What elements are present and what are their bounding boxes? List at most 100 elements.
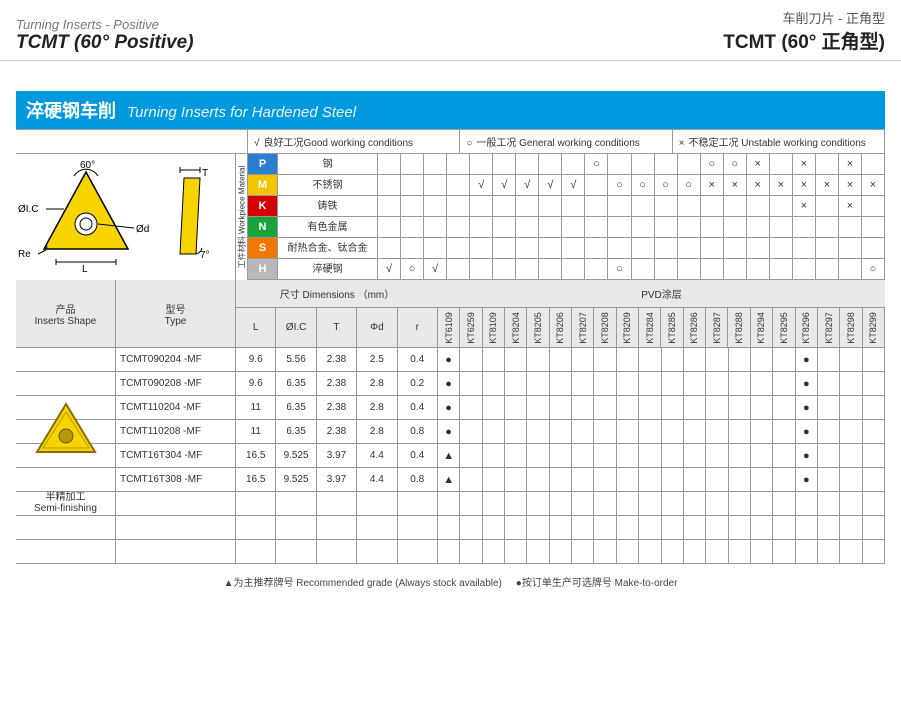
- grade-cell: ●: [438, 420, 460, 443]
- grade-cell: [863, 372, 885, 395]
- grade-cell: [751, 420, 773, 443]
- grade-cell: [550, 468, 572, 491]
- grade-cell: [505, 348, 527, 371]
- material-cell: [701, 196, 724, 216]
- material-cell: [655, 259, 678, 279]
- material-cell: [539, 259, 562, 279]
- material-cell: [516, 154, 539, 174]
- grade-cell: [483, 468, 505, 491]
- dim-cell: [276, 540, 316, 563]
- grade-cell: [505, 444, 527, 467]
- material-cell: [747, 238, 770, 258]
- grade-cell: [527, 516, 549, 539]
- grade-cell: ●: [438, 372, 460, 395]
- material-cell: [770, 154, 793, 174]
- grade-cell: [639, 540, 661, 563]
- grade-cell: [729, 468, 751, 491]
- section-banner: 淬硬钢车削 Turning Inserts for Hardened Steel: [16, 91, 885, 129]
- grade-cell: [460, 420, 482, 443]
- material-cell: [678, 196, 701, 216]
- material-cell: [816, 154, 839, 174]
- grade-cell: [773, 420, 795, 443]
- material-code: M: [248, 175, 278, 195]
- table-row: [16, 516, 885, 540]
- header-sub-cn: 车削刀片 - 正角型: [723, 8, 885, 27]
- material-cell: ×: [839, 175, 862, 195]
- material-cell: [770, 238, 793, 258]
- grade-cell: [505, 420, 527, 443]
- dim-col-header: ØI.C: [276, 308, 316, 347]
- dim-cell: 9.525: [276, 468, 316, 491]
- material-cell: [862, 238, 885, 258]
- grade-cell: ●: [438, 348, 460, 371]
- grade-cell: [594, 492, 616, 515]
- material-cell: ×: [816, 175, 839, 195]
- grade-cell: [818, 444, 840, 467]
- dim-col-header: T: [317, 308, 357, 347]
- grade-cell: [773, 516, 795, 539]
- grade-cell: ●: [796, 468, 818, 491]
- material-cell: [378, 175, 401, 195]
- grade-cell: [818, 492, 840, 515]
- grade-cell: [840, 396, 862, 419]
- material-cell: [516, 196, 539, 216]
- grade-cell: [662, 492, 684, 515]
- material-cell: [424, 217, 447, 237]
- grade-cell: [572, 444, 594, 467]
- material-cell: [516, 238, 539, 258]
- grade-cell: [729, 516, 751, 539]
- grade-cell: [483, 420, 505, 443]
- grade-cell: [550, 444, 572, 467]
- grade-cell: [751, 540, 773, 563]
- banner-cn: 淬硬钢车削: [26, 101, 116, 121]
- grade-cell: [662, 516, 684, 539]
- grade-cell: [818, 516, 840, 539]
- grade-cell: [796, 492, 818, 515]
- grade-cell: [460, 468, 482, 491]
- grade-cell: [751, 372, 773, 395]
- dim-cell: 11: [236, 420, 276, 443]
- material-cell: ○: [862, 259, 885, 279]
- grade-cell: [527, 420, 549, 443]
- grade-cell: [594, 444, 616, 467]
- dim-cell: 9.525: [276, 444, 316, 467]
- page-header: Turning Inserts - Positive TCMT (60° Pos…: [0, 0, 901, 61]
- grade-cell: [617, 492, 639, 515]
- material-cell: [632, 196, 655, 216]
- grade-cell: [706, 492, 728, 515]
- col-shape: 产品 Inserts Shape: [16, 280, 116, 347]
- grade-cell: [617, 372, 639, 395]
- grade-cell: [527, 468, 549, 491]
- grade-cell: [505, 468, 527, 491]
- material-cell: ×: [793, 154, 816, 174]
- grade-cell: [706, 516, 728, 539]
- material-cell: [839, 259, 862, 279]
- material-cell: [516, 217, 539, 237]
- grade-cell: [617, 396, 639, 419]
- dim-cell: 2.38: [317, 396, 357, 419]
- grade-cell: [818, 468, 840, 491]
- material-cell: [401, 154, 424, 174]
- material-cell: ○: [724, 154, 747, 174]
- material-cell: [793, 259, 816, 279]
- material-cell: [378, 154, 401, 174]
- grade-cell: [729, 444, 751, 467]
- grade-cell: [863, 396, 885, 419]
- type-cell: TCMT090208 -MF: [116, 372, 236, 395]
- dim-cell: [317, 516, 357, 539]
- grade-col-header: KT8296: [796, 308, 818, 347]
- material-cell: [701, 238, 724, 258]
- material-cell: [770, 259, 793, 279]
- material-name: 铸铁: [278, 196, 378, 216]
- grade-cell: [505, 540, 527, 563]
- material-cell: [585, 175, 608, 195]
- material-cell: [724, 259, 747, 279]
- grade-cell: [706, 348, 728, 371]
- material-cell: [378, 217, 401, 237]
- material-cell: [424, 154, 447, 174]
- content: 良好工况Good working conditions 一般工况 General…: [16, 129, 885, 564]
- material-cell: [562, 259, 585, 279]
- grade-col-header: KT6259: [460, 308, 482, 347]
- dim-cell: 0.8: [398, 420, 438, 443]
- table-row: TCMT110204 -MF116.352.382.80.4●●: [16, 396, 885, 420]
